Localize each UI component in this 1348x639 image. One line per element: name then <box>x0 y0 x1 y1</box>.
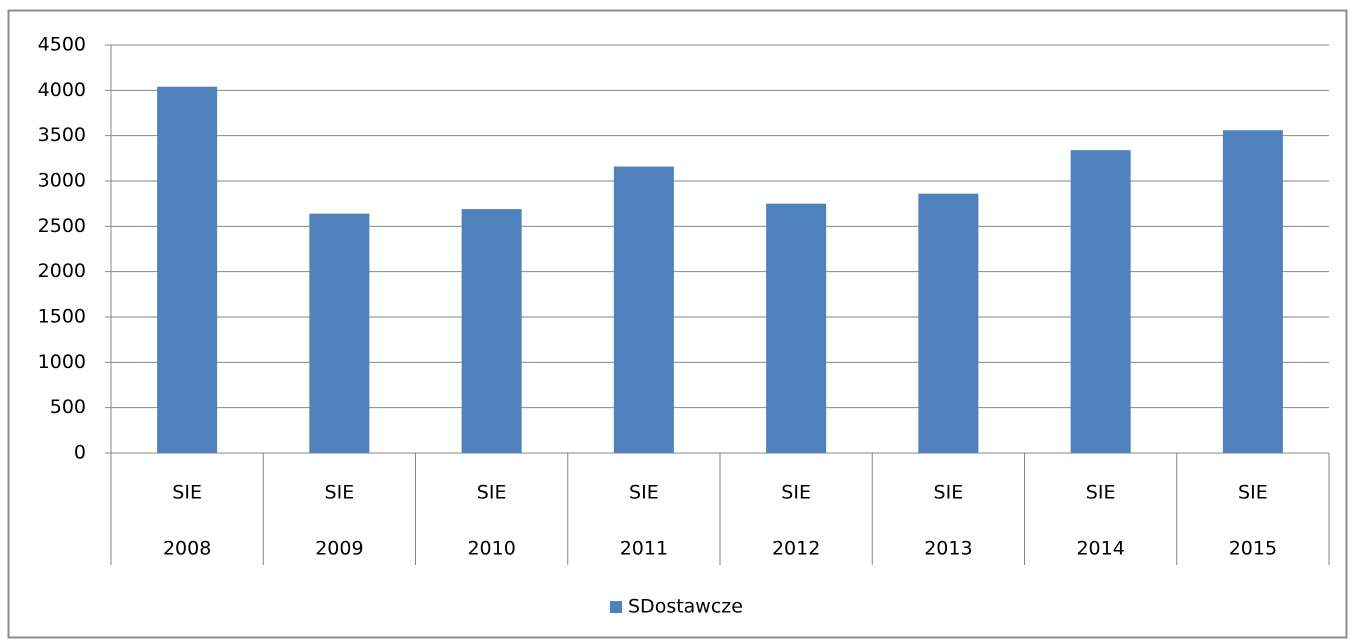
x-tick-label: SIE <box>934 482 964 504</box>
x-tick-label: SIE <box>1238 482 1268 504</box>
x-tick-label: SIE <box>629 482 659 504</box>
y-tick-label: 1000 <box>38 351 86 373</box>
bar <box>461 209 522 453</box>
x-tick-label: 2008 <box>163 538 211 560</box>
y-tick-label: 500 <box>50 396 86 418</box>
y-tick-label: 3500 <box>38 124 86 146</box>
x-tick-label: 2014 <box>1076 538 1124 560</box>
legend-label: SDostawcze <box>628 596 743 618</box>
x-tick-label: SIE <box>172 482 202 504</box>
x-tick-label: SIE <box>477 482 507 504</box>
y-tick-label: 4000 <box>38 79 86 101</box>
x-tick-label: 2011 <box>620 538 668 560</box>
bar <box>1222 130 1283 453</box>
bar <box>613 166 674 453</box>
bar <box>157 86 218 453</box>
bar <box>766 203 827 453</box>
legend-swatch <box>610 601 622 613</box>
y-tick-label: 1500 <box>38 306 86 328</box>
bar <box>309 213 370 453</box>
x-tick-label: 2012 <box>772 538 820 560</box>
y-tick-label: 3000 <box>38 170 86 192</box>
x-tick-label: 2013 <box>924 538 972 560</box>
bar <box>1070 150 1131 453</box>
x-tick-label: 2010 <box>467 538 515 560</box>
y-tick-label: 2000 <box>38 260 86 282</box>
x-tick-label: 2009 <box>315 538 363 560</box>
y-tick-label: 2500 <box>38 215 86 237</box>
x-tick-label: 2015 <box>1229 538 1277 560</box>
bar <box>918 193 979 453</box>
y-tick-label: 4500 <box>38 34 86 56</box>
x-tick-label: SIE <box>325 482 355 504</box>
x-tick-label: SIE <box>781 482 811 504</box>
y-tick-label: 0 <box>74 442 86 464</box>
x-tick-label: SIE <box>1086 482 1116 504</box>
